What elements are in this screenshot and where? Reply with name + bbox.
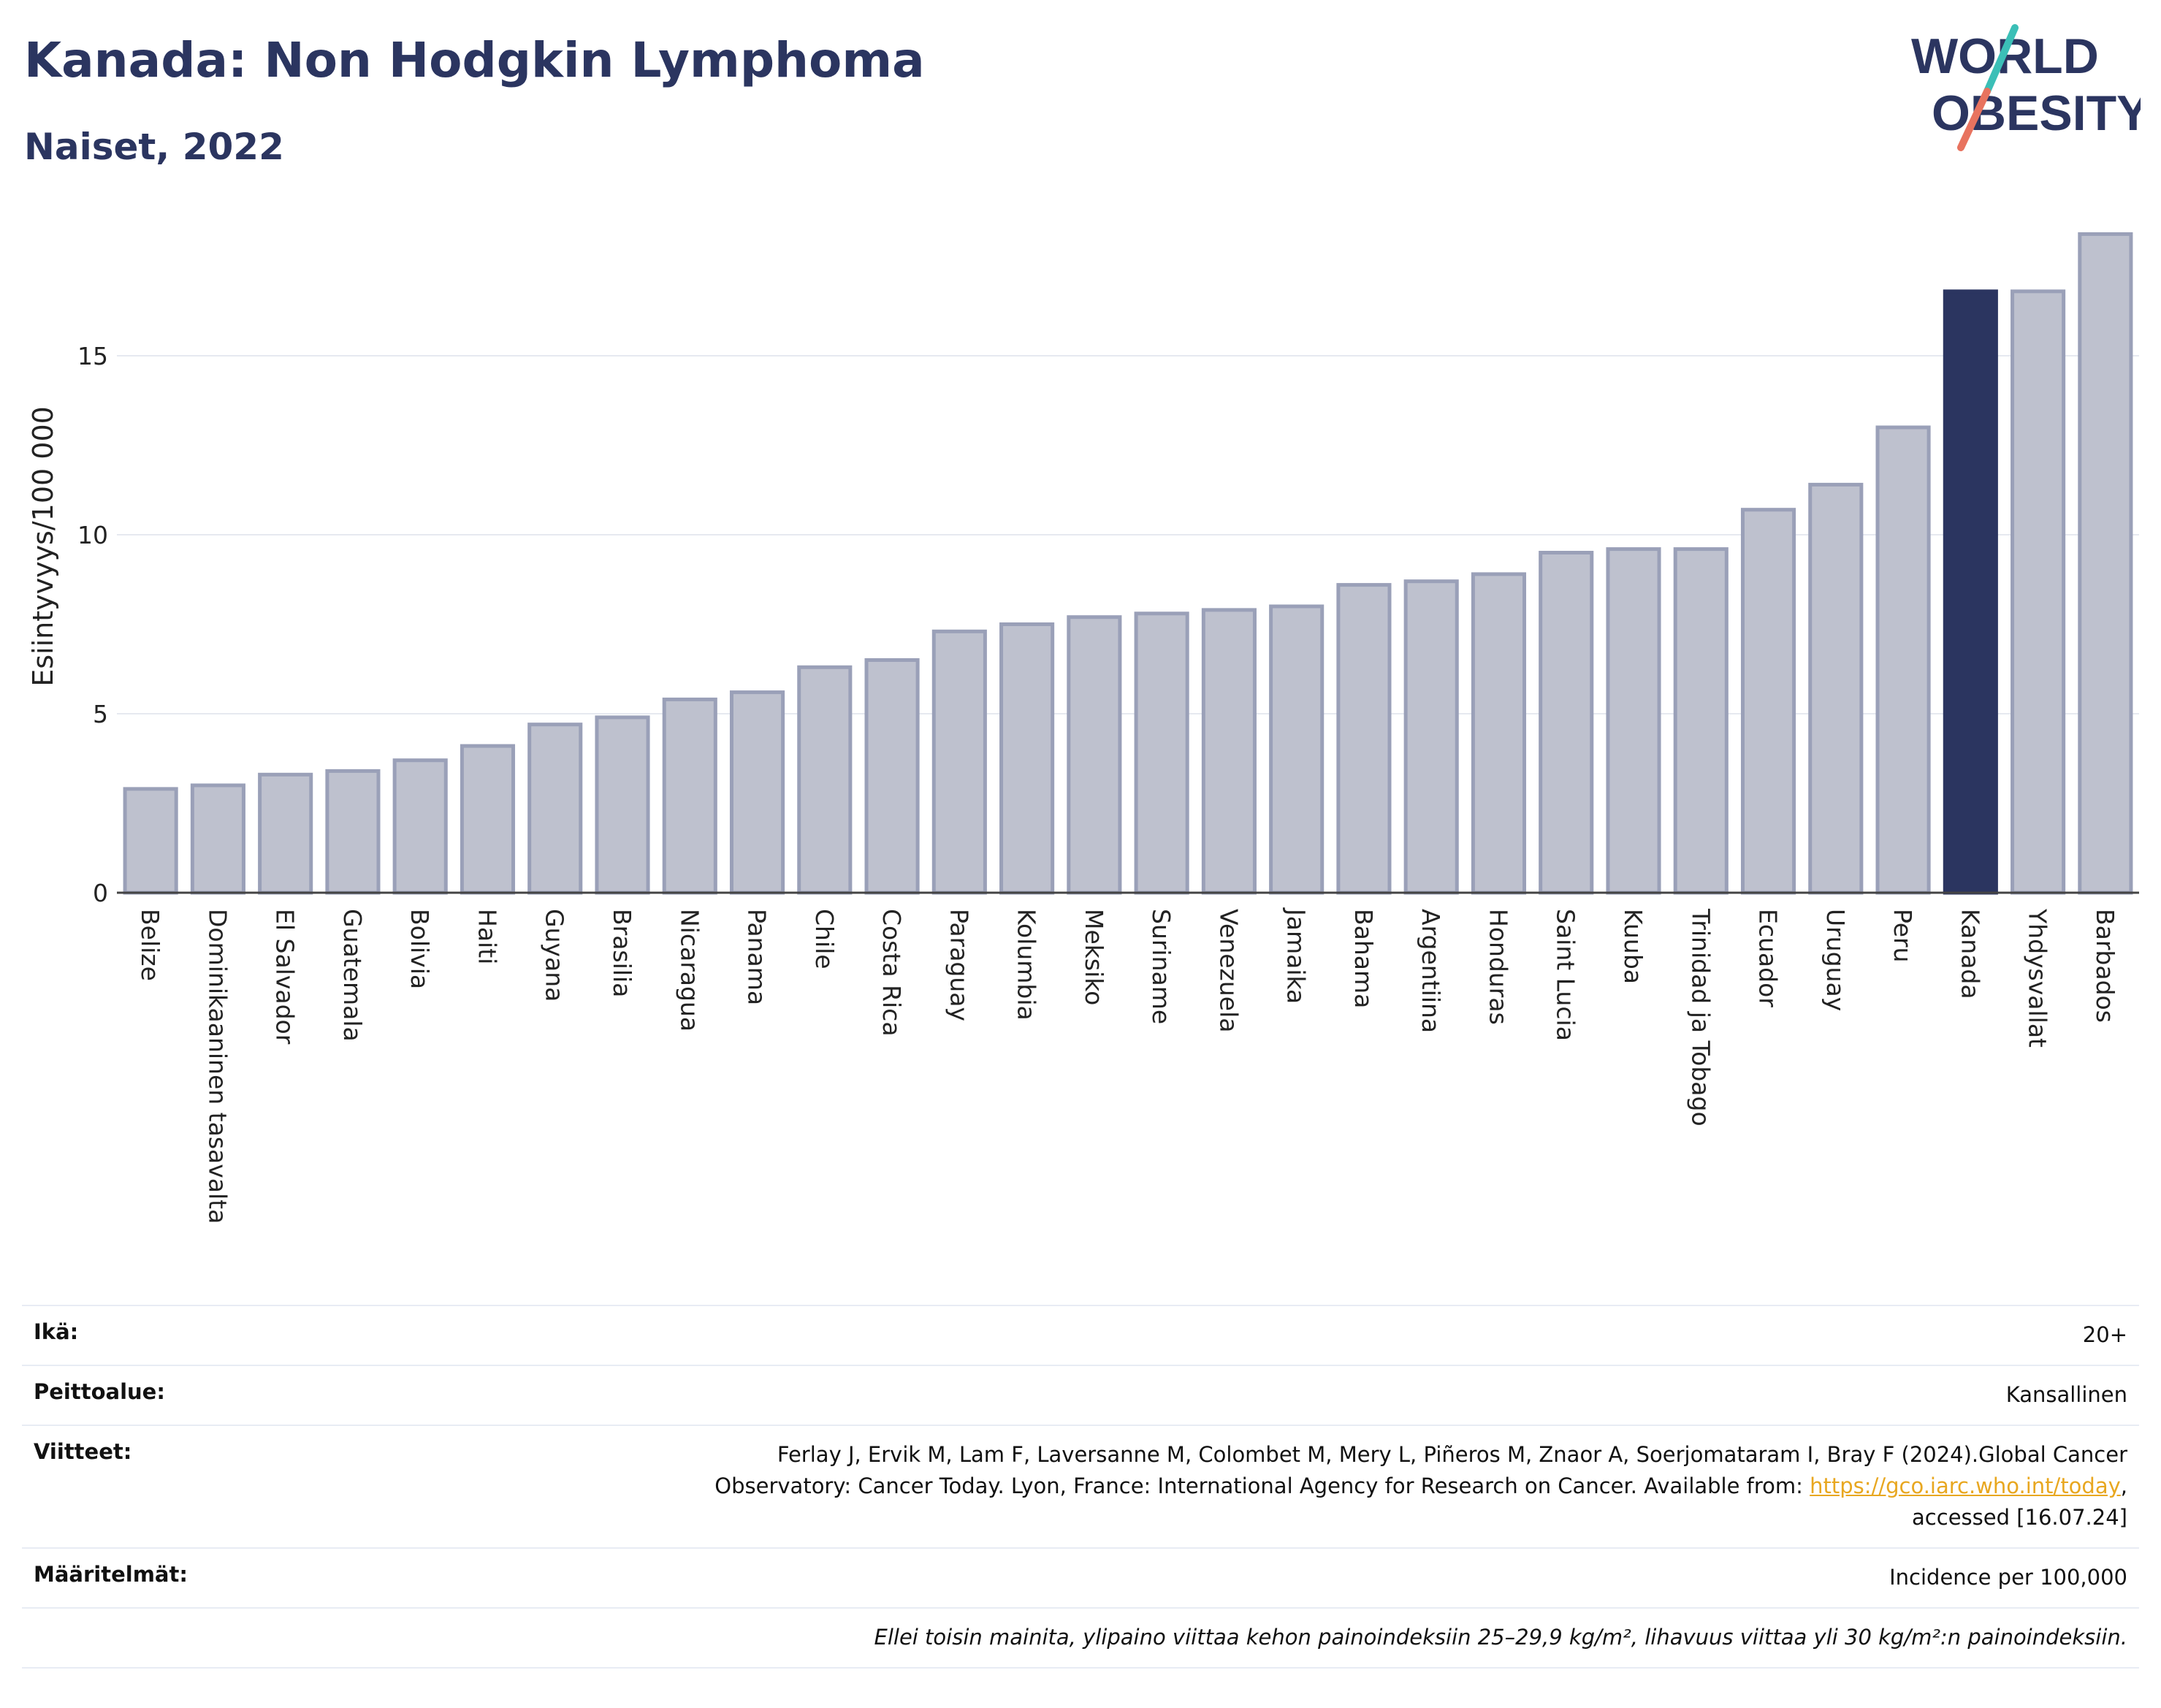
x-tick-label: Panama xyxy=(743,909,771,1005)
x-tick-label: Costa Rica xyxy=(877,909,906,1037)
x-tick-label: Trinidad ja Tobago xyxy=(1686,908,1715,1126)
x-tick-label: Honduras xyxy=(1484,909,1512,1025)
bar-guatemala xyxy=(325,769,381,895)
bar-kuuba xyxy=(1606,547,1661,895)
bar-kanada xyxy=(1943,289,1998,895)
references-value: Ferlay J, Ervik M, Lam F, Laversanne M, … xyxy=(270,1425,2139,1548)
x-tick-label: Venezuela xyxy=(1214,909,1243,1032)
x-tick-label: Argentiina xyxy=(1417,909,1445,1033)
bar-belize xyxy=(123,787,178,895)
bar-chart: 0 5 10 15 Belize Dominikaaninen tasavalta El … xyxy=(27,232,2139,1224)
logo-slash-teal xyxy=(1983,24,2019,95)
bar-dominikaaninen-tasavalta xyxy=(190,783,245,895)
x-tick-label: Kolumbia xyxy=(1013,909,1041,1021)
x-tick-label: Guyana xyxy=(541,909,569,1002)
x-tick-label: Bahama xyxy=(1349,909,1378,1008)
y-tick-label: 5 xyxy=(93,700,108,728)
info-row-coverage: Peittoalue: Kansallinen xyxy=(22,1365,2139,1425)
x-tick-label: Chile xyxy=(810,909,839,969)
footnote: Ellei toisin mainita, ylipaino viittaa k… xyxy=(270,1607,2139,1669)
bar-meksiko xyxy=(1067,615,1122,895)
bar-guyana xyxy=(527,723,583,895)
x-tick-label: Kuuba xyxy=(1619,909,1647,984)
x-tick-label: Yhdysvallat xyxy=(2024,908,2052,1048)
y-tick-labels: 0 5 10 15 xyxy=(77,342,108,907)
x-tick-label: Bolivia xyxy=(405,909,434,989)
bar-nicaragua xyxy=(662,697,717,895)
bar-yhdysvallat xyxy=(2011,289,2066,895)
bar-uruguay xyxy=(1808,482,1864,895)
coverage-label: Peittoalue: xyxy=(22,1365,270,1425)
info-row-definitions: Määritelmät: Incidence per 100,000 xyxy=(22,1547,2139,1608)
x-tick-label: Nicaragua xyxy=(675,909,704,1032)
x-tick-label: Suriname xyxy=(1147,909,1175,1024)
bar-bahama xyxy=(1336,583,1392,895)
info-row-references: Viitteet: Ferlay J, Ervik M, Lam F, Lave… xyxy=(22,1425,2139,1548)
bar-suriname xyxy=(1134,611,1189,895)
references-line-1: Ferlay J, Ervik M, Lam F, Laversanne M, … xyxy=(777,1442,2127,1467)
grid-lines xyxy=(117,355,2139,714)
x-tick-label: Barbados xyxy=(2091,909,2119,1023)
bar-ecuador xyxy=(1740,508,1796,895)
bar-el-salvador xyxy=(258,772,313,895)
x-tick-label: Paraguay xyxy=(945,909,973,1021)
bar-barbados xyxy=(2078,232,2133,895)
x-tick-label: Kanada xyxy=(1956,909,1984,999)
bar-bolivia xyxy=(392,758,448,895)
x-tick-label: Saint Lucia xyxy=(1552,909,1580,1041)
bar-argentiina xyxy=(1403,579,1459,895)
x-tick-label: Haiti xyxy=(473,909,501,964)
bar-trinidad-ja-tobago xyxy=(1673,547,1729,895)
info-row-age: Ikä: 20+ xyxy=(22,1305,2139,1365)
x-tick-label: Meksiko xyxy=(1080,909,1108,1005)
x-tick-label: Jamaika xyxy=(1282,907,1311,1004)
x-tick-label: El Salvador xyxy=(271,909,300,1045)
x-tick-labels: Belize Dominikaaninen tasavalta El Salvado… xyxy=(136,907,2119,1224)
bar-costa-rica xyxy=(864,658,920,895)
bar-chile xyxy=(797,665,853,895)
chart-subtitle: Naiset, 2022 xyxy=(24,126,284,168)
bar-saint-lucia xyxy=(1539,551,1594,895)
info-row-note: Ellei toisin mainita, ylipaino viittaa k… xyxy=(22,1607,2139,1669)
chart-title: Kanada: Non Hodgkin Lymphoma xyxy=(24,32,925,88)
bar-venezuela xyxy=(1201,608,1257,895)
x-tick-label: Ecuador xyxy=(1754,909,1783,1007)
bar-haiti xyxy=(460,744,516,895)
bar-peru xyxy=(1875,425,1931,895)
bar-paraguay xyxy=(931,629,987,895)
age-value: 20+ xyxy=(270,1305,2139,1365)
references-line-2: Observatory: Cancer Today. Lyon, France:… xyxy=(714,1473,1803,1498)
y-tick-label: 15 xyxy=(77,342,108,370)
x-tick-label: Uruguay xyxy=(1821,909,1850,1011)
logo-slash-coral xyxy=(1957,88,1991,151)
y-tick-label: 10 xyxy=(77,521,108,549)
age-label: Ikä: xyxy=(22,1305,270,1365)
y-tick-label: 0 xyxy=(93,879,108,907)
bar-brasilia xyxy=(595,715,650,895)
bars xyxy=(123,232,2133,895)
x-tick-label: Dominikaaninen tasavalta xyxy=(203,909,232,1224)
x-tick-label: Brasilia xyxy=(608,909,636,997)
x-tick-label: Belize xyxy=(136,909,164,981)
references-label: Viitteet: xyxy=(22,1425,270,1548)
world-obesity-logo: WORLD OBESITY xyxy=(1911,24,2141,151)
bar-honduras xyxy=(1471,572,1527,895)
x-tick-label: Guatemala xyxy=(338,909,367,1042)
definitions-label: Määritelmät: xyxy=(22,1547,270,1608)
x-tick-label: Peru xyxy=(1889,909,1917,963)
references-line-3: accessed [16.07.24] xyxy=(1912,1505,2127,1530)
definitions-value: Incidence per 100,000 xyxy=(270,1547,2139,1608)
y-axis-label: Esiintyvyys/100 000 xyxy=(27,406,59,687)
bar-kolumbia xyxy=(999,622,1055,895)
coverage-value: Kansallinen xyxy=(270,1365,2139,1425)
bar-panama xyxy=(729,690,785,895)
bar-jamaika xyxy=(1269,604,1325,895)
info-table: Ikä: 20+ Peittoalue: Kansallinen Viittee… xyxy=(22,1305,2139,1669)
references-link[interactable]: https://gco.iarc.who.int/today xyxy=(1810,1473,2121,1498)
